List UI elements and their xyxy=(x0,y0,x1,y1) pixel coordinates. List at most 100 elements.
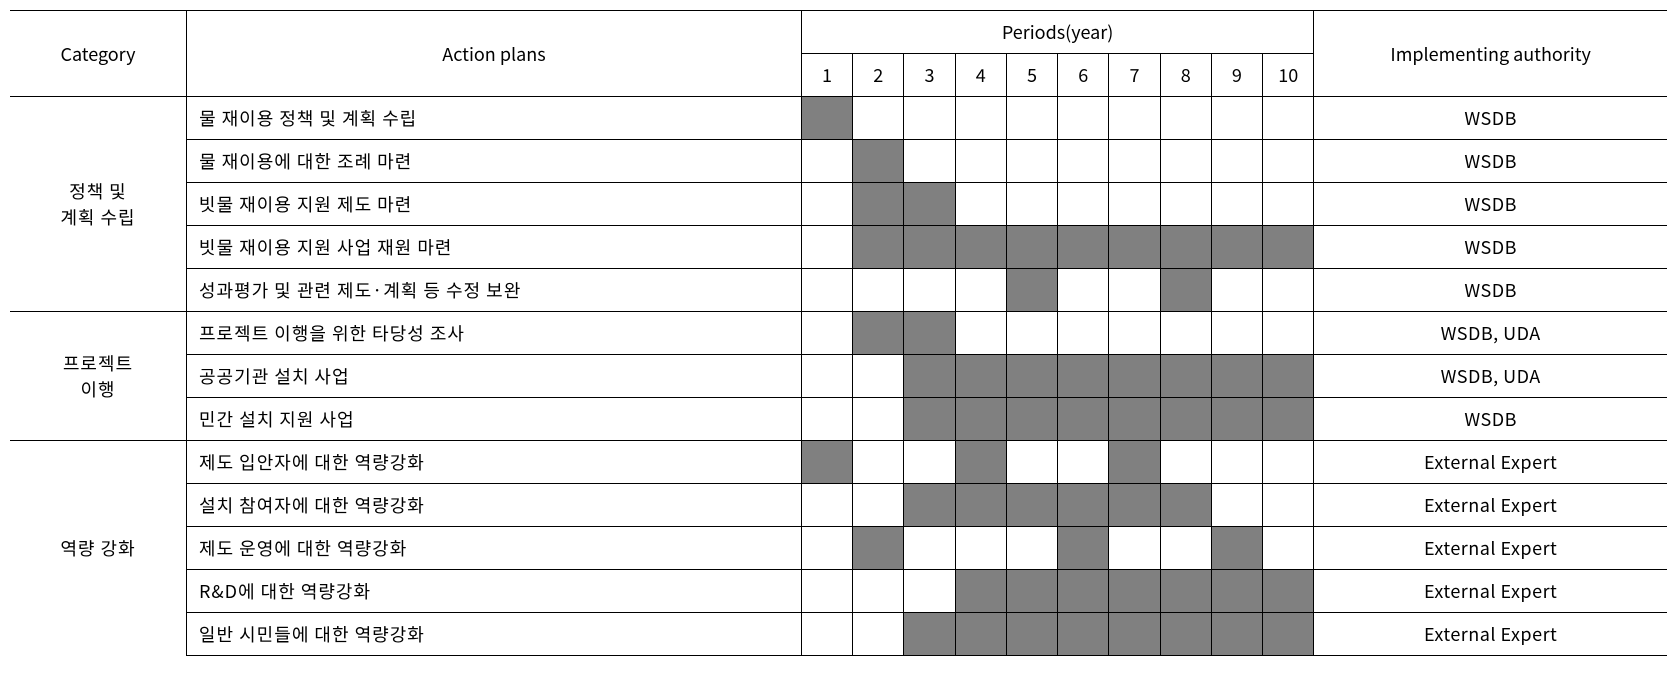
header-periods: Periods(year) xyxy=(801,11,1313,54)
period-cell xyxy=(1160,441,1211,484)
period-cell xyxy=(1160,613,1211,656)
period-cell xyxy=(801,570,852,613)
period-num: 10 xyxy=(1263,54,1314,97)
authority-cell: WSDB xyxy=(1314,226,1667,269)
period-cell xyxy=(955,527,1006,570)
period-cell xyxy=(904,527,955,570)
action-plan-cell: R&D에 대한 역량강화 xyxy=(187,570,802,613)
authority-cell: WSDB, UDA xyxy=(1314,312,1667,355)
period-cell xyxy=(1006,183,1057,226)
action-plan-cell: 물 재이용에 대한 조례 마련 xyxy=(187,140,802,183)
period-cell xyxy=(1006,613,1057,656)
table-row: 설치 참여자에 대한 역량강화External Expert xyxy=(10,484,1667,527)
period-cell xyxy=(1058,269,1109,312)
period-cell xyxy=(904,183,955,226)
roadmap-table: Category Action plans Periods(year) Impl… xyxy=(10,10,1667,656)
period-cell xyxy=(1109,355,1160,398)
period-cell xyxy=(1211,355,1262,398)
period-cell xyxy=(1006,226,1057,269)
action-plan-cell: 제도 운영에 대한 역량강화 xyxy=(187,527,802,570)
period-cell xyxy=(1263,269,1314,312)
header-authority: Implementing authority xyxy=(1314,11,1667,97)
table-row: 성과평가 및 관련 제도·계획 등 수정 보완 WSDB xyxy=(10,269,1667,312)
period-cell xyxy=(1211,484,1262,527)
table-row: 빗물 재이용 지원 제도 마련WSDB xyxy=(10,183,1667,226)
period-cell xyxy=(853,441,904,484)
authority-cell: WSDB xyxy=(1314,398,1667,441)
period-cell xyxy=(1109,312,1160,355)
period-cell xyxy=(853,527,904,570)
authority-cell: External Expert xyxy=(1314,527,1667,570)
period-cell xyxy=(1211,613,1262,656)
period-cell xyxy=(1058,398,1109,441)
table-row: 공공기관 설치 사업 WSDB, UDA xyxy=(10,355,1667,398)
period-cell xyxy=(955,398,1006,441)
period-cell xyxy=(853,398,904,441)
action-plan-cell: 성과평가 및 관련 제도·계획 등 수정 보완 xyxy=(187,269,802,312)
period-cell xyxy=(801,398,852,441)
period-cell xyxy=(853,97,904,140)
period-cell xyxy=(1109,97,1160,140)
period-cell xyxy=(1058,312,1109,355)
authority-cell: External Expert xyxy=(1314,570,1667,613)
authority-cell: WSDB xyxy=(1314,269,1667,312)
period-cell xyxy=(1263,484,1314,527)
period-cell xyxy=(1160,183,1211,226)
period-cell xyxy=(1058,226,1109,269)
period-cell xyxy=(1263,441,1314,484)
period-cell xyxy=(1211,269,1262,312)
period-cell xyxy=(1160,484,1211,527)
period-cell xyxy=(1058,140,1109,183)
action-plan-cell: 빗물 재이용 지원 사업 재원 마련 xyxy=(187,226,802,269)
period-cell xyxy=(1263,226,1314,269)
period-cell xyxy=(801,355,852,398)
period-cell xyxy=(1058,570,1109,613)
table-row: 프로젝트이행프로젝트 이행을 위한 타당성 조사WSDB, UDA xyxy=(10,312,1667,355)
period-cell xyxy=(801,527,852,570)
period-cell xyxy=(1263,183,1314,226)
period-cell xyxy=(1058,527,1109,570)
period-num: 2 xyxy=(853,54,904,97)
period-cell xyxy=(853,140,904,183)
category-cell: 역량 강화 xyxy=(10,441,187,656)
period-cell xyxy=(1211,97,1262,140)
action-plan-cell: 민간 설치 지원 사업 xyxy=(187,398,802,441)
period-cell xyxy=(1006,355,1057,398)
period-cell xyxy=(1211,527,1262,570)
action-plan-cell: 제도 입안자에 대한 역량강화 xyxy=(187,441,802,484)
period-cell xyxy=(1211,226,1262,269)
period-cell xyxy=(1109,269,1160,312)
period-cell xyxy=(1058,355,1109,398)
period-cell xyxy=(1263,398,1314,441)
action-plan-cell: 빗물 재이용 지원 제도 마련 xyxy=(187,183,802,226)
action-plan-cell: 공공기관 설치 사업 xyxy=(187,355,802,398)
table-row: 제도 운영에 대한 역량강화 External Expert xyxy=(10,527,1667,570)
table-row: 일반 시민들에 대한 역량강화 External Expert xyxy=(10,613,1667,656)
period-cell xyxy=(1006,97,1057,140)
header-category: Category xyxy=(10,11,187,97)
period-cell xyxy=(801,484,852,527)
authority-cell: External Expert xyxy=(1314,613,1667,656)
period-cell xyxy=(904,441,955,484)
period-cell xyxy=(955,97,1006,140)
period-cell xyxy=(853,355,904,398)
period-cell xyxy=(955,140,1006,183)
period-cell xyxy=(955,484,1006,527)
action-plan-cell: 물 재이용 정책 및 계획 수립 xyxy=(187,97,802,140)
period-cell xyxy=(1109,527,1160,570)
period-cell xyxy=(1109,570,1160,613)
period-cell xyxy=(1160,226,1211,269)
table-row: 민간 설치 지원 사업 WSDB xyxy=(10,398,1667,441)
period-cell xyxy=(1160,140,1211,183)
period-cell xyxy=(955,226,1006,269)
category-cell: 프로젝트이행 xyxy=(10,312,187,441)
table-row: R&D에 대한 역량강화 External Expert xyxy=(10,570,1667,613)
period-cell xyxy=(801,312,852,355)
period-cell xyxy=(1160,269,1211,312)
authority-cell: WSDB, UDA xyxy=(1314,355,1667,398)
action-plan-cell: 일반 시민들에 대한 역량강화 xyxy=(187,613,802,656)
period-cell xyxy=(1211,140,1262,183)
period-cell xyxy=(1263,97,1314,140)
period-cell xyxy=(1263,613,1314,656)
period-cell xyxy=(1160,570,1211,613)
